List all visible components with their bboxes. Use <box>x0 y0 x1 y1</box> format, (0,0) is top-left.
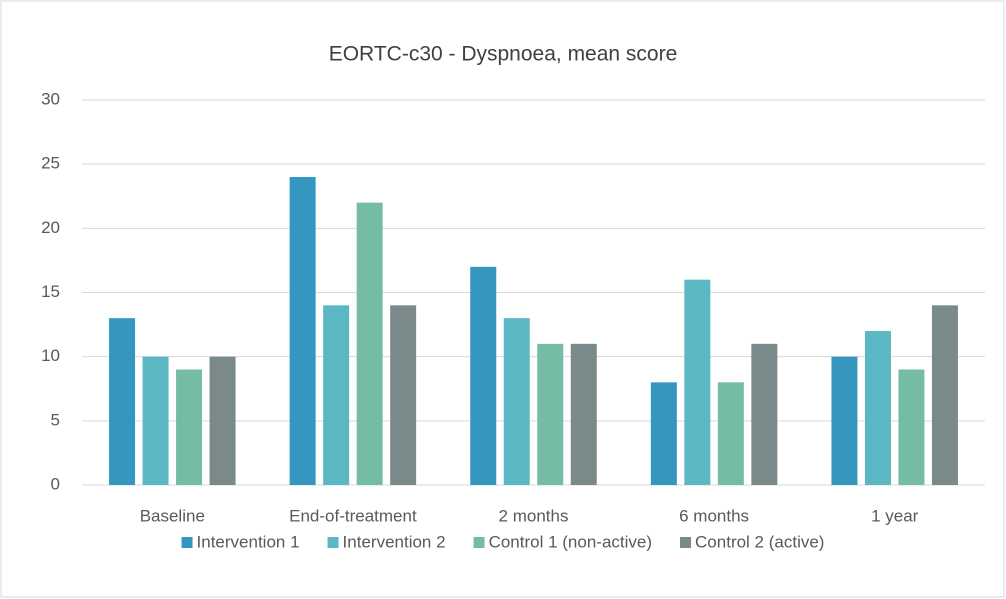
bar <box>650 382 677 485</box>
bar <box>751 343 778 485</box>
x-tick-label: End-of-treatment <box>289 506 417 525</box>
x-tick-label: 6 months <box>679 506 749 525</box>
legend-label: Control 1 (non-active) <box>489 532 652 551</box>
bar <box>684 279 711 485</box>
x-tick-label: Baseline <box>140 506 205 525</box>
bar <box>831 356 858 485</box>
bar <box>109 318 136 485</box>
y-tick-label: 25 <box>41 154 60 173</box>
legend-swatch <box>680 537 692 548</box>
bar <box>864 331 891 485</box>
bar <box>537 343 564 485</box>
bar <box>289 177 316 485</box>
bar <box>176 369 203 485</box>
x-tick-label: 2 months <box>499 506 569 525</box>
y-tick-label: 10 <box>41 346 60 365</box>
legend-label: Intervention 1 <box>197 532 300 551</box>
y-tick-label: 0 <box>51 474 60 493</box>
y-tick-label: 15 <box>41 282 60 301</box>
bar <box>470 266 497 485</box>
bar <box>356 202 383 485</box>
x-tick-label: 1 year <box>871 506 919 525</box>
y-tick-label: 30 <box>41 89 60 108</box>
legend-swatch <box>473 537 485 548</box>
legend-swatch <box>181 537 193 548</box>
legend-swatch <box>327 537 339 548</box>
bar <box>503 318 530 485</box>
y-tick-label: 5 <box>51 410 60 429</box>
bar <box>898 369 925 485</box>
y-tick-label: 20 <box>41 218 60 237</box>
bar <box>931 305 958 485</box>
bar <box>717 382 744 485</box>
bar <box>209 356 236 485</box>
bar <box>570 343 597 485</box>
bar <box>390 305 417 485</box>
legend-label: Control 2 (active) <box>695 532 824 551</box>
legend-label: Intervention 2 <box>343 532 446 551</box>
bar <box>142 356 169 485</box>
chart-title: EORTC-c30 - Dyspnoea, mean score <box>329 43 678 66</box>
bar <box>323 305 350 485</box>
